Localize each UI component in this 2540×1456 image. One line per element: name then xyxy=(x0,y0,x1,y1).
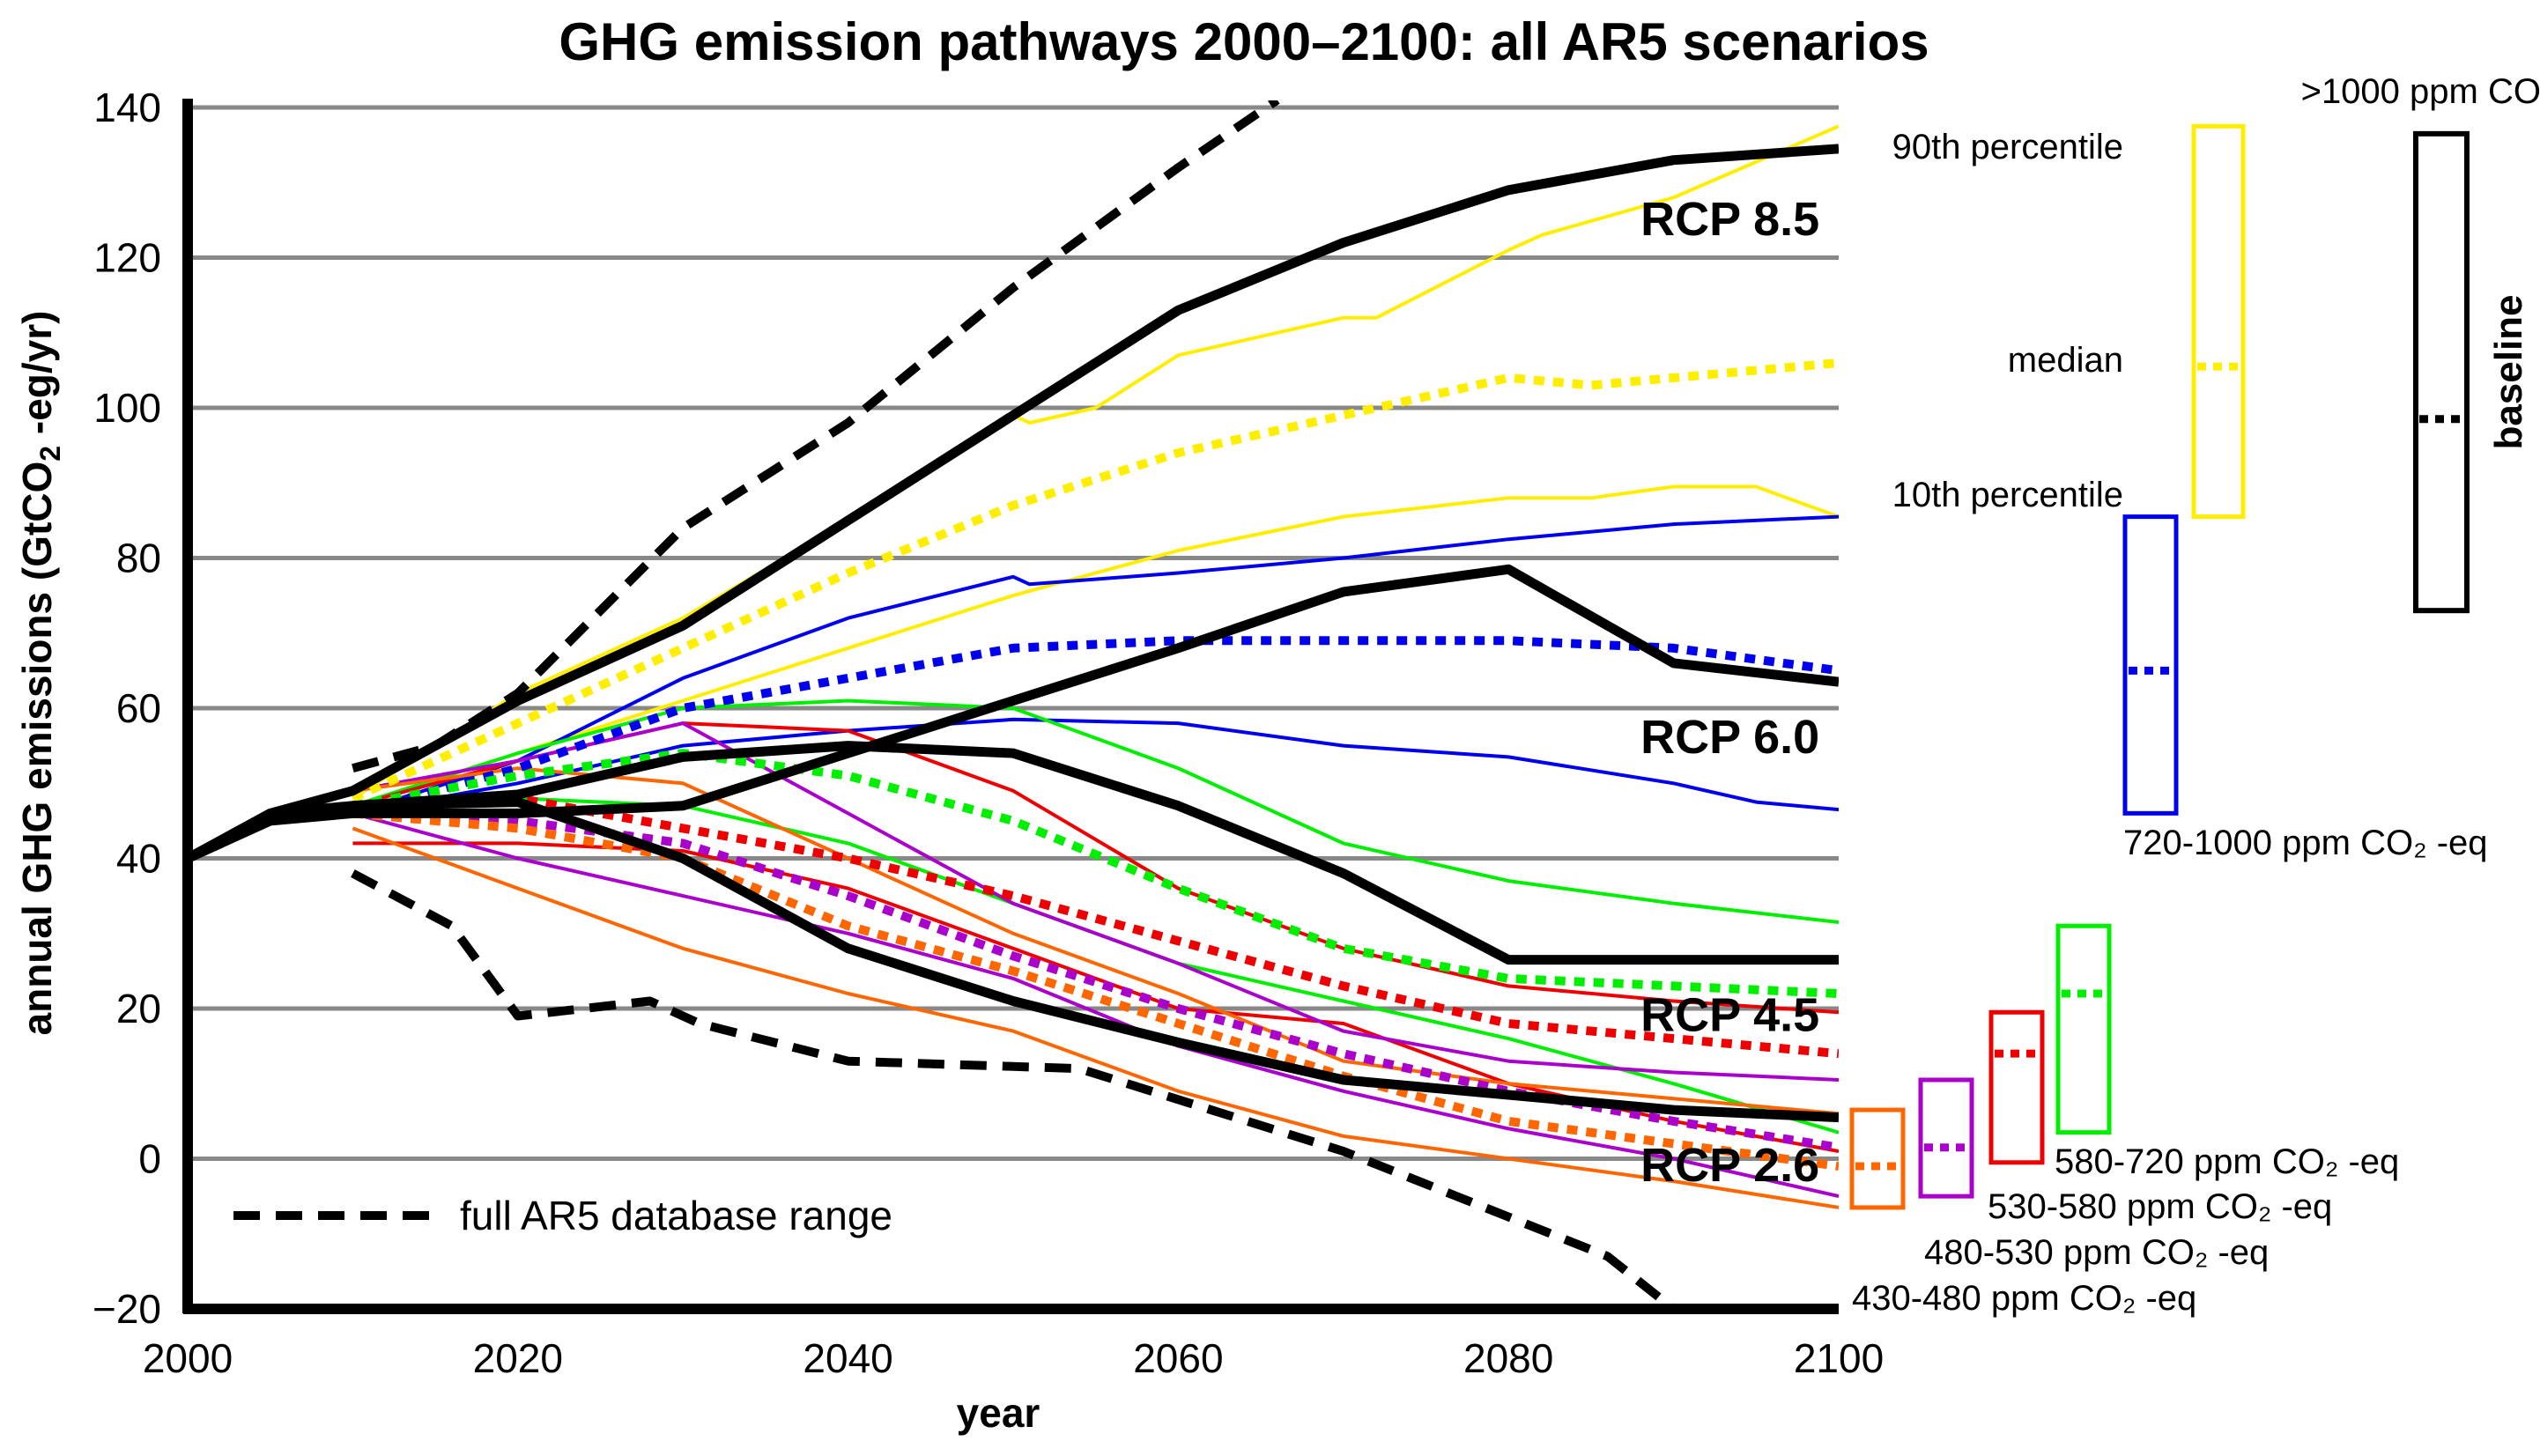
bar-530-580-ppm-label: 530-580 ppm CO₂ -eq xyxy=(1988,1187,2332,1226)
y-tick-140: 140 xyxy=(93,85,161,130)
series-480-530-ppm-lower xyxy=(352,811,1839,1199)
series-720-1000-ppm-upper xyxy=(352,514,1839,816)
rcp-label-rcp-8-5: RCP 8.5 xyxy=(1640,193,1819,246)
y-tick-20: −20 xyxy=(93,1286,161,1332)
rcp-label-rcp-2-6: RCP 2.6 xyxy=(1640,1139,1819,1192)
y-tick-100: 100 xyxy=(93,385,161,431)
series-720-1000-ppm-median xyxy=(352,636,1839,818)
bar-baseline-range xyxy=(2413,130,2470,614)
y-tick-80: 80 xyxy=(116,536,161,581)
bar-580-720-ppm-range xyxy=(2055,923,2112,1135)
series-580-720-ppm-median xyxy=(352,749,1839,998)
bar-430-480-ppm-label: 430-480 ppm CO₂ -eq xyxy=(1852,1279,2196,1318)
series-530-580-ppm-median xyxy=(352,794,1839,1059)
bar-720-1000-ppm-range xyxy=(2122,514,2179,816)
bar-1000-ppm-range xyxy=(2191,123,2246,520)
series-rcp-8-5 xyxy=(188,144,1839,863)
bar-1000-ppm-label: >1000 ppm CO₂ -eq xyxy=(2301,72,2540,111)
bar-530-580-ppm-range xyxy=(1988,1009,2045,1165)
x-tick-2080: 2080 xyxy=(1463,1335,1553,1381)
bar-580-720-ppm-label: 580-720 ppm CO₂ -eq xyxy=(2055,1142,2399,1181)
series-530-580-ppm-upper xyxy=(352,721,1839,1015)
y-axis-label-post: -eg/yr) xyxy=(14,311,60,446)
percentile-labels: 90th percentile median 10th percentile xyxy=(1892,128,2123,514)
y-tick-60: 60 xyxy=(116,685,161,731)
x-tick-2040: 2040 xyxy=(803,1335,892,1381)
gridlines xyxy=(188,105,1839,1161)
rcp-label-rcp-4-5: RCP 4.5 xyxy=(1640,989,1819,1042)
series-full-ar5-database-range-upper xyxy=(352,100,1280,773)
tick-labels: 2000 2020 2040 2060 2080 2100−200204060801001… xyxy=(93,85,1884,1381)
bar-baseline-label: baseline xyxy=(2487,294,2530,449)
series-rcp-6-0 xyxy=(188,564,1839,863)
legend-label: full AR5 database range xyxy=(460,1193,892,1238)
series-1000-ppm-10th-percentile xyxy=(352,484,1839,808)
p10-label: 10th percentile xyxy=(1892,476,2123,514)
series-430-480-ppm-lower xyxy=(352,826,1839,1209)
bar-480-530-ppm-label: 480-530 ppm CO₂ -eq xyxy=(1924,1233,2269,1272)
bar-430-480-ppm-range xyxy=(1849,1107,1906,1210)
series-lines xyxy=(188,100,1839,1309)
range-bars: >1000 ppm CO₂ -eq 720-1000 ppm CO₂ -eq 580… xyxy=(1849,72,2540,1318)
x-tick-2000: 2000 xyxy=(143,1335,233,1381)
axes xyxy=(182,99,1839,1314)
series-430-480-ppm-median xyxy=(352,809,1839,1171)
series-rcp-2-6 xyxy=(188,797,1839,1123)
series-1000-ppm-90th-percentile xyxy=(352,124,1839,800)
rcp-labels: RCP 8.5 RCP 6.0 RCP 4.5 RCP 2.6 xyxy=(1640,193,1819,1192)
series-1000-ppm-median xyxy=(351,358,1839,802)
x-tick-2060: 2060 xyxy=(1133,1335,1223,1381)
y-tick-40: 40 xyxy=(116,836,161,882)
series-580-720-ppm-upper xyxy=(352,698,1839,924)
y-tick-0: 0 xyxy=(138,1136,161,1182)
y-tick-20: 20 xyxy=(116,986,161,1031)
y-axis-label-sub: 2 xyxy=(34,446,66,462)
bar-720-1000-ppm-label: 720-1000 ppm CO₂ -eq xyxy=(2123,824,2488,862)
x-tick-2100: 2100 xyxy=(1794,1335,1884,1381)
p90-label: 90th percentile xyxy=(1892,128,2123,166)
rcp-label-rcp-6-0: RCP 6.0 xyxy=(1640,711,1819,764)
y-axis-label-pre: annual GHG emissions (GtCO xyxy=(14,462,60,1036)
series-full-ar5-database-range-lower xyxy=(351,869,1677,1309)
x-axis-label: year xyxy=(957,1390,1040,1436)
bar-480-530-ppm-range xyxy=(1918,1077,1974,1199)
y-axis-label: annual GHG emissions (GtCO2 -eg/yr) xyxy=(14,311,66,1036)
x-tick-2020: 2020 xyxy=(473,1335,563,1381)
y-tick-120: 120 xyxy=(93,235,161,281)
median-label: median xyxy=(2008,341,2123,380)
legend: full AR5 database range xyxy=(233,1193,892,1238)
chart-title: GHG emission pathways 2000–2100: all AR5… xyxy=(559,12,1929,71)
